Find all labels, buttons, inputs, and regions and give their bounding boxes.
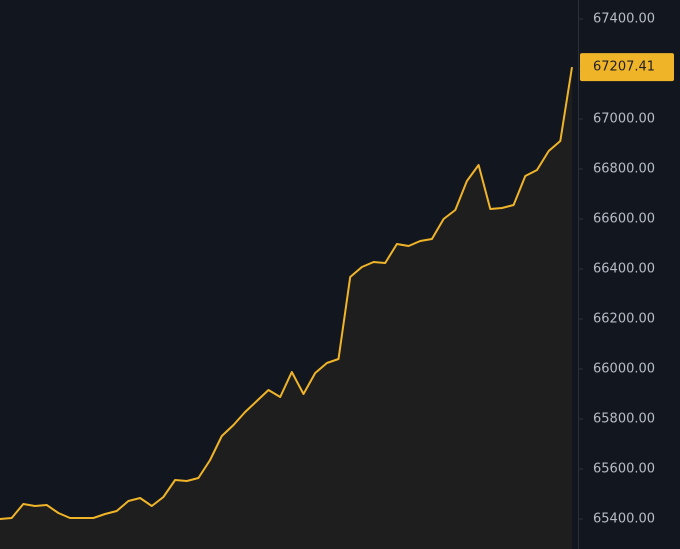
y-tick-label: 67000.00 [593, 112, 655, 127]
y-tick-label: 66400.00 [593, 262, 655, 277]
y-tick-label: 66800.00 [593, 162, 655, 177]
y-tick-label: 66000.00 [593, 362, 655, 377]
y-tick-label: 65400.00 [593, 512, 655, 527]
last-price-label: 67207.41 [593, 60, 655, 75]
last-price-tag [580, 53, 674, 82]
y-tick-label: 67400.00 [593, 12, 655, 27]
y-tick-label: 66600.00 [593, 212, 655, 227]
y-tick-label: 65600.00 [593, 462, 655, 477]
y-tick-label: 66200.00 [593, 312, 655, 327]
price-area [0, 67, 572, 549]
price-line [0, 66, 573, 520]
y-tick-label: 65800.00 [593, 412, 655, 427]
